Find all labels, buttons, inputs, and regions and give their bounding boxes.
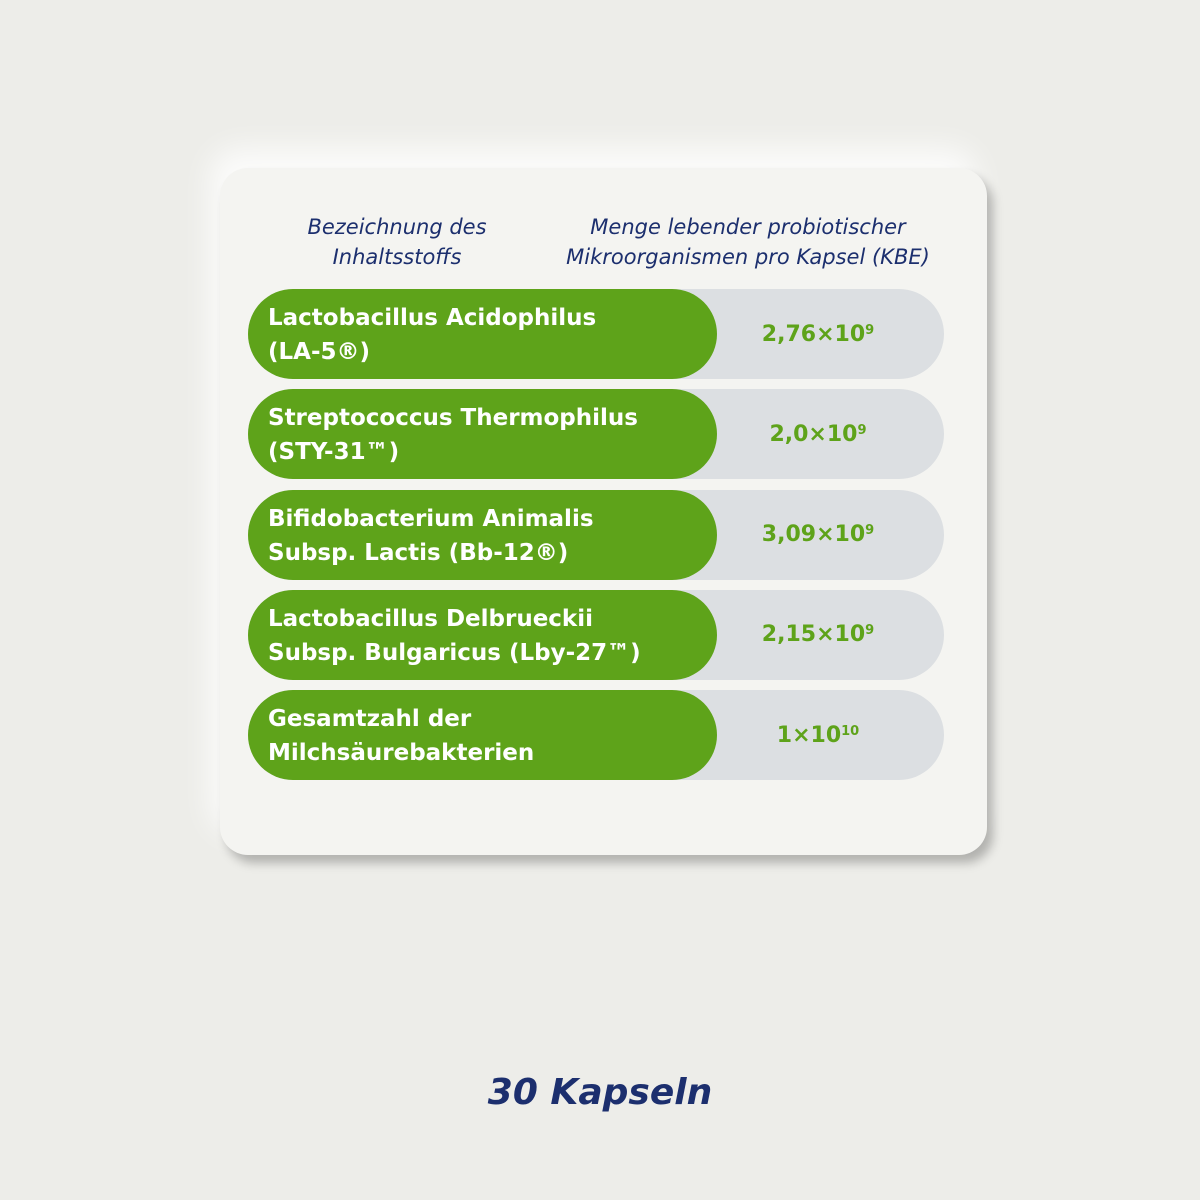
name-line: Gesamtzahl der — [268, 706, 472, 733]
header-line: Menge lebender probiotischer — [590, 215, 906, 239]
header-line: Bezeichnung des — [307, 215, 487, 239]
table-row: Lactobacillus Delbrueckii Subsp. Bulgaric… — [248, 589, 944, 680]
name-line: (STY-31™) — [268, 439, 400, 466]
amount-exponent: 10 — [841, 723, 860, 739]
header-line: Mikroorganismen pro Kapsel (KBE) — [566, 245, 930, 269]
table-row: Gesamtzahl der Milchsäurebakterien 1×10 10 — [248, 690, 944, 781]
name-pill — [248, 690, 717, 781]
name-line: Milchsäurebakterien — [268, 740, 535, 767]
table-row: Bifidobacterium Animalis Subsp. Lactis (B… — [248, 489, 944, 580]
name-line: Bifidobacterium Animalis — [268, 505, 594, 532]
name-line: Lactobacillus Acidophilus — [268, 305, 597, 331]
ingredient-name: Lactobacillus Acidophilus (LA-5®) — [268, 301, 596, 369]
amount-base: 2,15×10 — [761, 622, 866, 648]
amount-base: 2,0×10 — [769, 421, 858, 447]
ingredient-name: Gesamtzahl der Milchsäurebakterien — [268, 702, 534, 770]
name-pill — [248, 389, 717, 480]
amount-exponent: 9 — [865, 623, 875, 639]
table-row: Streptococcus Thermophilus (STY-31™) 2,0×1… — [248, 389, 944, 480]
amount-base: 1×10 — [776, 722, 842, 748]
name-pill — [248, 489, 717, 580]
ingredient-name: Streptococcus Thermophilus (STY-31™) — [268, 401, 638, 469]
ingredient-name: Lactobacillus Delbrueckii Subsp. Bulgaric… — [268, 602, 641, 670]
amount-exponent: 9 — [865, 322, 875, 338]
amount: 2,0×10 9 — [717, 389, 919, 479]
amount-exponent: 9 — [857, 422, 867, 438]
amount-base: 2,76×10 — [761, 321, 866, 347]
ingredient-name: Bifidobacterium Animalis Subsp. Lactis (B… — [268, 502, 594, 570]
name-pill — [248, 589, 717, 680]
name-line: (LA-5®) — [268, 339, 371, 365]
table-row: Lactobacillus Acidophilus (LA-5®) 2,76×10 9 — [248, 289, 944, 379]
name-line: Subsp. Bulgaricus (Lby-27™) — [268, 639, 641, 666]
amount: 2,76×10 9 — [717, 289, 919, 379]
name-line: Subsp. Lactis (Bb-12®) — [268, 539, 569, 566]
name-column-header: Bezeichnung des Inhaltsstoffs — [257, 212, 537, 272]
amount-exponent: 9 — [865, 523, 875, 539]
amount-column-header: Menge lebender probiotischer Mikroorgani… — [528, 212, 968, 272]
amount: 3,09×10 9 — [717, 490, 919, 580]
name-line: Lactobacillus Delbrueckii — [268, 605, 593, 632]
amount-base: 3,09×10 — [761, 522, 866, 548]
amount: 2,15×10 9 — [717, 590, 919, 680]
name-pill — [248, 289, 717, 379]
header-line: Inhaltsstoffs — [332, 245, 462, 269]
amount: 1×10 10 — [717, 690, 919, 780]
capsule-count: 30 Kapseln — [487, 1072, 713, 1113]
name-line: Streptococcus Thermophilus — [268, 405, 638, 432]
